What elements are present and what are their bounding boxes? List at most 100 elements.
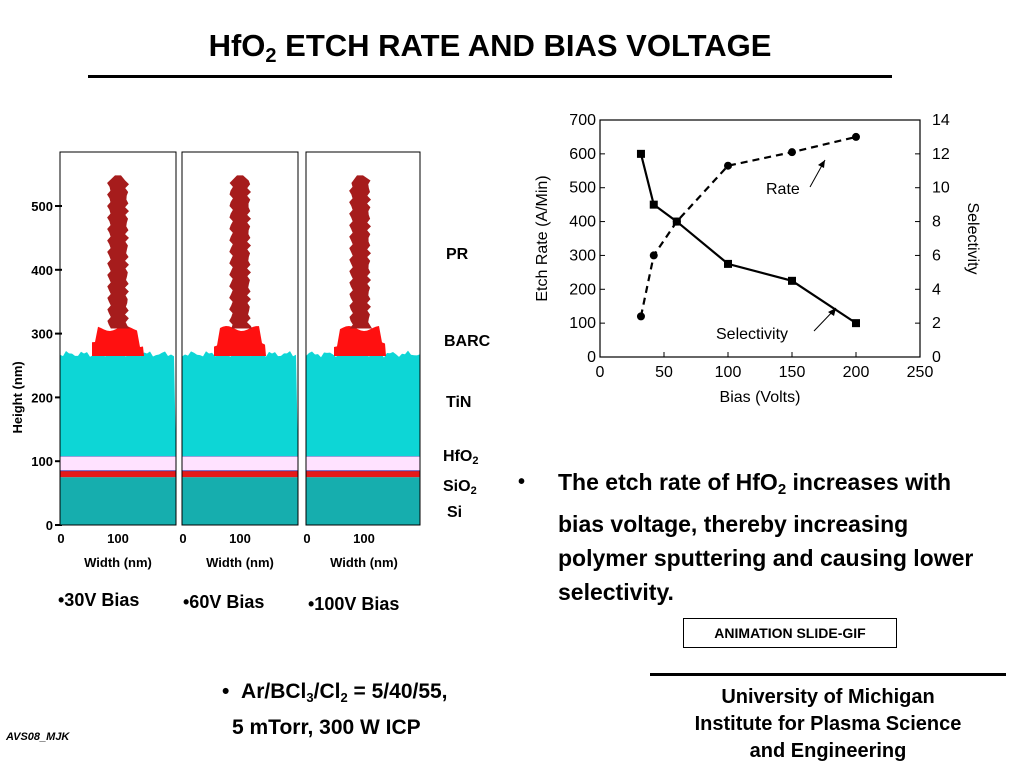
y-tick-label: 200 bbox=[31, 390, 53, 405]
profile-x-axis-label: Width (nm) bbox=[206, 555, 274, 570]
arrowhead bbox=[818, 160, 825, 168]
y-tick-label: 200 bbox=[569, 281, 596, 298]
layer-pr bbox=[106, 175, 130, 329]
point-rate bbox=[649, 251, 658, 260]
etch-rate-chart: 0 50 100 150 200 2500100200300400500600700024… bbox=[534, 112, 981, 406]
layer-tin bbox=[306, 350, 420, 457]
layer-barc bbox=[92, 325, 144, 357]
point-selectivity bbox=[649, 200, 658, 209]
layer-tin bbox=[182, 351, 298, 457]
y-tick-label: 100 bbox=[31, 454, 53, 469]
layer-label-pr: PR bbox=[446, 246, 469, 263]
slide-title: HfO2 ETCH RATE AND BIAS VOLTAGE bbox=[208, 28, 772, 67]
profile-panel: 0 100 Width (nm) bbox=[179, 151, 299, 570]
y-axis-label: Etch Rate (A/Min) bbox=[534, 175, 551, 301]
layer-si bbox=[60, 477, 176, 525]
profile-panel: 0 100 Width (nm) bbox=[57, 151, 177, 570]
y2-tick-label: 6 bbox=[932, 247, 941, 264]
y2-tick-label: 8 bbox=[932, 214, 941, 231]
point-selectivity bbox=[852, 319, 860, 328]
conditions-bullet: • Ar/BCl3/Cl2 = 5/40/55, 5 mTorr, 300 W … bbox=[222, 677, 522, 743]
layer-sio2 bbox=[306, 470, 420, 478]
bias-label-100v: •100V Bias bbox=[308, 594, 400, 614]
point-rate bbox=[636, 312, 645, 321]
panel-frame bbox=[59, 151, 177, 526]
profile-figure: 500 400 300 200 100 0 Height (nm) 0 100 Width (nm… bbox=[10, 151, 421, 570]
y2-tick-label: 2 bbox=[932, 315, 941, 332]
bias-label-30v: •30V Bias bbox=[58, 590, 140, 610]
layer-sio2 bbox=[60, 470, 176, 478]
layer-label-barc: BARC bbox=[444, 333, 491, 350]
finding-text: The etch rate of HfO2 increases with bia… bbox=[558, 469, 974, 605]
point-rate bbox=[852, 132, 860, 141]
bullet-dot: • bbox=[518, 471, 526, 493]
profile-x-axis-label: Width (nm) bbox=[84, 555, 152, 570]
layer-sio2 bbox=[182, 470, 298, 478]
university-line-1: University of Michigan bbox=[721, 686, 935, 708]
annotation-rate: Rate bbox=[766, 181, 800, 198]
x-tick-label: 0 bbox=[179, 531, 186, 546]
y2-tick-label: 4 bbox=[932, 281, 941, 298]
layer-label-hfo2: HfO2 bbox=[443, 448, 479, 467]
x-tick-label: 0 bbox=[596, 364, 605, 381]
y-tick-label: 500 bbox=[31, 199, 53, 214]
x-tick-label: 100 bbox=[715, 364, 742, 381]
layer-hfo2 bbox=[305, 455, 421, 472]
x-tick-label: 150 bbox=[779, 364, 806, 381]
y-tick-label: 400 bbox=[569, 214, 596, 231]
university-block: University of Michigan Institute for Pla… bbox=[650, 684, 1006, 765]
y-tick-label: 500 bbox=[569, 180, 596, 197]
university-line-2: Institute for Plasma Science bbox=[694, 713, 962, 735]
layer-pr bbox=[228, 175, 252, 329]
layer-label-tin: TiN bbox=[446, 394, 472, 411]
y2-tick-label: 0 bbox=[932, 349, 941, 366]
layer-si bbox=[182, 477, 298, 525]
y-tick-label: 400 bbox=[31, 263, 53, 278]
plot-frame bbox=[599, 119, 921, 358]
point-selectivity bbox=[724, 259, 732, 268]
conditions-line-2: 5 mTorr, 300 W ICP bbox=[232, 716, 421, 739]
animation-label-box: ANIMATION SLIDE-GIF bbox=[683, 618, 897, 648]
y-tick-label: 0 bbox=[587, 349, 596, 366]
layer-hfo2 bbox=[181, 455, 299, 472]
point-rate bbox=[788, 148, 796, 157]
x-tick-label: 0 bbox=[57, 531, 64, 546]
annotation-selectivity: Selectivity bbox=[716, 326, 788, 343]
y-tick-label: 700 bbox=[569, 112, 596, 129]
x-tick-label: 250 bbox=[907, 364, 934, 381]
x-tick-label: 200 bbox=[843, 364, 870, 381]
layer-barc bbox=[214, 326, 266, 357]
title-divider bbox=[88, 75, 892, 78]
y-tick-label: 100 bbox=[569, 315, 596, 332]
arrowhead bbox=[828, 308, 836, 316]
x-tick-label: 0 bbox=[303, 531, 310, 546]
point-rate bbox=[724, 161, 732, 170]
y-tick-label: 0 bbox=[46, 518, 53, 533]
y2-axis-label: Selectivity bbox=[964, 202, 981, 274]
profile-y-axis-label: Height (nm) bbox=[10, 361, 25, 433]
y-tick-label: 300 bbox=[569, 247, 596, 264]
profile-x-axis-label: Width (nm) bbox=[330, 555, 398, 570]
x-axis-label: Bias (Volts) bbox=[720, 389, 801, 406]
footer-id: AVS08_MJK bbox=[6, 731, 70, 743]
university-line-3: and Engineering bbox=[749, 740, 907, 762]
x-tick-label: 100 bbox=[353, 531, 375, 546]
panel-frame bbox=[181, 151, 299, 526]
y-tick-label: 300 bbox=[31, 327, 53, 342]
point-selectivity bbox=[636, 149, 645, 158]
bullet-dot: • bbox=[222, 680, 230, 703]
bias-label-60v: •60V Bias bbox=[183, 592, 265, 612]
x-tick-label: 50 bbox=[655, 364, 673, 381]
layer-label-si: Si bbox=[447, 504, 463, 521]
y2-tick-label: 14 bbox=[932, 112, 950, 129]
x-tick-label: 100 bbox=[229, 531, 251, 546]
profile-panel: 0 100 Width (nm) bbox=[303, 151, 421, 570]
point-selectivity bbox=[672, 217, 681, 226]
layer-si bbox=[306, 477, 420, 525]
layer-barc bbox=[334, 325, 386, 357]
y-tick-label: 600 bbox=[569, 146, 596, 163]
layer-hfo2 bbox=[59, 455, 177, 472]
university-divider bbox=[650, 673, 1006, 676]
panel-frame bbox=[305, 151, 421, 526]
y2-tick-label: 12 bbox=[932, 146, 950, 163]
